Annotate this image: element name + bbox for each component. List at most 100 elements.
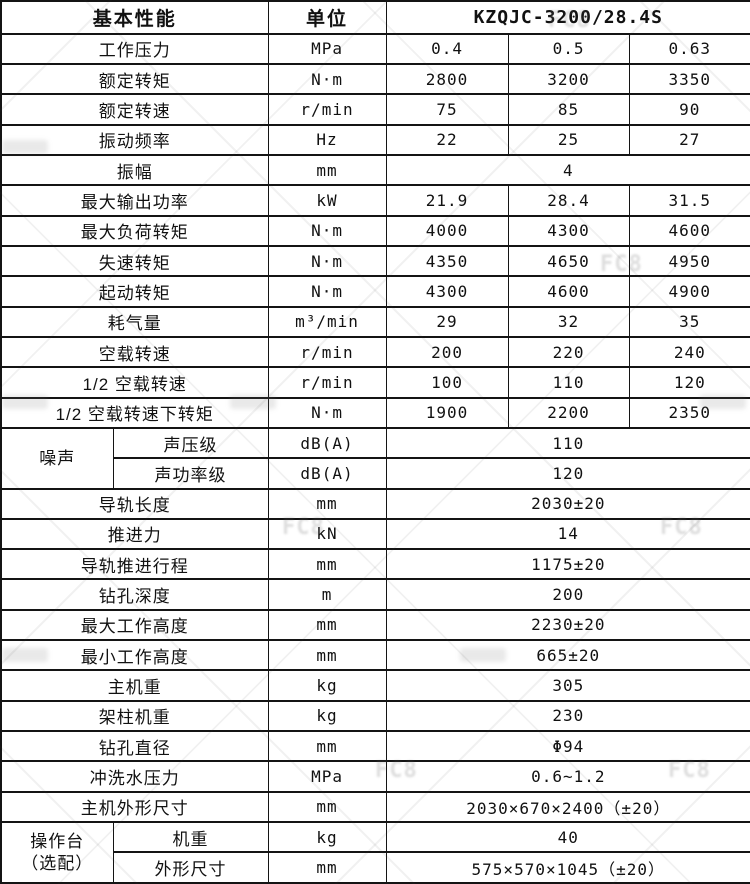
param-value: 2800 [385, 62, 509, 96]
param-value: 22 [385, 123, 509, 156]
param-value: 4600 [507, 275, 630, 308]
param-label: 额定转矩 [0, 62, 269, 96]
param-unit: r/min [267, 93, 387, 126]
param-label: 推进力 [0, 517, 269, 551]
param-label: 额定转速 [0, 93, 269, 126]
header-model: KZQJC-3200/28.4S [385, 0, 750, 35]
param-value: 28.4 [507, 184, 630, 217]
table-row-noise-2: 声功率级 dB(A) 120 [1, 457, 750, 490]
param-label: 工作压力 [0, 32, 269, 65]
table-row: 架柱机重 kg 230 [0, 699, 750, 733]
table-row: 额定转矩 N·m 2800 3200 3350 [0, 62, 750, 96]
param-value: 4950 [628, 244, 750, 278]
table-row: 最大负荷转矩 N·m 4000 4300 4600 [0, 214, 750, 247]
param-value: 4350 [385, 244, 509, 278]
param-value: 110 [507, 366, 630, 399]
param-value-merged: 1175±20 [385, 548, 750, 581]
param-unit: MPa [267, 32, 387, 65]
param-unit: N·m [267, 214, 387, 247]
param-value: 240 [628, 335, 750, 369]
noise-group-label: 噪声 [0, 426, 114, 490]
console-sub-label: 机重 [112, 821, 269, 854]
table-row: 空载转速 r/min 200 220 240 [0, 335, 750, 369]
param-unit: N·m [267, 62, 387, 96]
param-label: 空载转速 [0, 335, 269, 369]
param-label: 振幅 [0, 153, 269, 187]
param-label: 1/2 空载转速 [0, 366, 269, 399]
param-value-merged: 14 [385, 517, 750, 551]
param-unit: MPa [267, 760, 387, 793]
header-performance: 基本性能 [0, 0, 269, 35]
param-unit: mm [267, 153, 387, 187]
param-label: 主机外形尺寸 [0, 790, 269, 824]
param-value-merged: 2230±20 [385, 608, 750, 642]
table-row: 额定转速 r/min 75 85 90 [0, 93, 750, 126]
param-value: 2200 [507, 396, 630, 429]
param-unit: N·m [267, 396, 387, 429]
param-value: 31.5 [628, 184, 750, 217]
param-label: 最大输出功率 [0, 184, 269, 217]
table-row: 最大工作高度 mm 2230±20 [0, 608, 750, 642]
param-unit: mm [267, 790, 387, 824]
param-value: 4650 [507, 244, 630, 278]
param-unit: mm [267, 548, 387, 581]
param-label: 耗气量 [0, 305, 269, 338]
table-row-noise-1: 噪声 声压级 dB(A) 110 [0, 426, 750, 490]
param-unit: mm [267, 639, 387, 672]
param-value-merged: 305 [385, 669, 750, 702]
param-label: 主机重 [0, 669, 269, 702]
param-value: 75 [385, 93, 509, 126]
param-unit: m³/min [267, 305, 387, 338]
param-value: 0.63 [628, 32, 750, 65]
param-unit: kN [267, 517, 387, 551]
table-row: 推进力 kN 14 [0, 517, 750, 551]
noise-sub-label: 声压级 [112, 426, 269, 460]
param-value-merged: 230 [385, 699, 750, 733]
param-value: 220 [507, 335, 630, 369]
table-row: 振幅 mm 4 [0, 153, 750, 187]
noise-sub-label: 声功率级 [112, 457, 269, 490]
param-label: 钻孔深度 [0, 578, 269, 611]
param-value: 25 [507, 123, 630, 156]
param-value: 4000 [385, 214, 509, 247]
param-label: 失速转矩 [0, 244, 269, 278]
param-value: 2350 [628, 396, 750, 429]
param-value-merged: 4 [385, 153, 750, 187]
table-row: 最大输出功率 kW 21.9 28.4 31.5 [0, 184, 750, 217]
param-unit: kg [267, 699, 387, 733]
param-value: 35 [628, 305, 750, 338]
param-unit: mm [267, 608, 387, 642]
param-unit: mm [267, 730, 387, 763]
table-row: 起动转矩 N·m 4300 4600 4900 [0, 275, 750, 308]
param-value-merged: 575×570×1045（±20） [385, 851, 750, 884]
table-row: 1/2 空载转速下转矩 N·m 1900 2200 2350 [0, 396, 750, 429]
param-value-merged: 665±20 [385, 639, 750, 672]
header-unit: 单位 [267, 0, 387, 35]
param-value: 0.4 [385, 32, 509, 65]
param-value-merged: 40 [385, 821, 750, 854]
param-label: 最大负荷转矩 [0, 214, 269, 247]
param-unit: kg [267, 821, 387, 854]
param-unit: r/min [267, 335, 387, 369]
table-row-console-1: 操作台 （选配） 机重 kg 40 [0, 821, 750, 884]
table-row: 冲洗水压力 MPa 0.6~1.2 [0, 760, 750, 793]
param-value: 4300 [507, 214, 630, 247]
console-sub-label: 外形尺寸 [112, 851, 269, 884]
param-unit: r/min [267, 366, 387, 399]
table-row: 钻孔直径 mm Φ94 [0, 730, 750, 763]
param-unit: N·m [267, 275, 387, 308]
table-row-console-2: 外形尺寸 mm 575×570×1045（±20） [1, 851, 750, 884]
param-label: 最大工作高度 [0, 608, 269, 642]
param-unit: m [267, 578, 387, 611]
param-unit: N·m [267, 244, 387, 278]
param-unit: kg [267, 669, 387, 702]
table-row: 导轨长度 mm 2030±20 [0, 487, 750, 520]
param-value-merged: Φ94 [385, 730, 750, 763]
param-value-merged: 0.6~1.2 [385, 760, 750, 793]
param-value: 3200 [507, 62, 630, 96]
console-group-label: 操作台 （选配） [0, 821, 114, 884]
param-label: 导轨长度 [0, 487, 269, 520]
param-value: 85 [507, 93, 630, 126]
param-value: 4600 [628, 214, 750, 247]
